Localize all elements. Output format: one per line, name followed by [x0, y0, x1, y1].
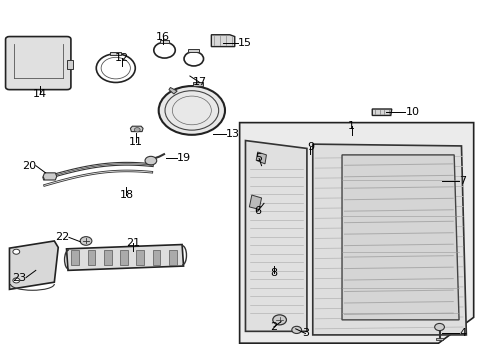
Circle shape [13, 249, 20, 254]
Text: 20: 20 [21, 161, 36, 171]
Polygon shape [188, 49, 199, 52]
Bar [87, 250, 95, 265]
Polygon shape [435, 338, 443, 339]
Polygon shape [341, 155, 458, 320]
Text: 23: 23 [12, 273, 26, 283]
Text: 12: 12 [114, 53, 128, 63]
Circle shape [291, 326, 301, 333]
Polygon shape [256, 152, 266, 164]
Text: 1: 1 [347, 121, 355, 131]
Bar [103, 250, 111, 265]
Text: 10: 10 [405, 107, 419, 117]
Bar [120, 250, 128, 265]
Circle shape [434, 323, 444, 330]
Bar [136, 250, 144, 265]
Polygon shape [168, 87, 177, 94]
Polygon shape [66, 244, 183, 270]
Text: 14: 14 [33, 89, 47, 99]
Polygon shape [239, 123, 473, 343]
Text: 9: 9 [306, 142, 313, 152]
Circle shape [134, 128, 140, 132]
Text: 16: 16 [155, 32, 169, 41]
Text: 8: 8 [270, 268, 277, 278]
Text: 13: 13 [225, 129, 240, 139]
Polygon shape [312, 144, 466, 335]
Text: 21: 21 [126, 238, 140, 248]
Text: 15: 15 [238, 38, 252, 48]
Polygon shape [371, 109, 391, 116]
Text: 3: 3 [301, 328, 308, 338]
Polygon shape [67, 60, 73, 69]
Text: 5: 5 [255, 153, 262, 163]
Circle shape [80, 237, 92, 245]
Text: 2: 2 [270, 322, 277, 332]
Bar [152, 250, 160, 265]
Polygon shape [159, 40, 169, 43]
Text: 7: 7 [458, 176, 465, 186]
Polygon shape [43, 173, 57, 180]
Circle shape [158, 86, 224, 135]
Bar [71, 250, 79, 265]
Polygon shape [245, 140, 306, 331]
Circle shape [145, 156, 157, 165]
Text: 19: 19 [177, 153, 191, 163]
Polygon shape [130, 126, 143, 132]
Polygon shape [211, 35, 234, 46]
Text: 11: 11 [129, 138, 143, 147]
Text: 17: 17 [192, 77, 206, 87]
Polygon shape [9, 241, 58, 289]
Circle shape [272, 315, 286, 325]
Bar [168, 250, 176, 265]
Text: 4: 4 [458, 328, 465, 338]
Polygon shape [193, 82, 203, 86]
Polygon shape [110, 51, 121, 55]
Text: 22: 22 [55, 232, 69, 242]
Circle shape [13, 278, 20, 283]
Text: 18: 18 [119, 190, 133, 200]
Polygon shape [249, 195, 261, 210]
Text: 6: 6 [254, 206, 261, 216]
FancyBboxPatch shape [5, 37, 71, 90]
